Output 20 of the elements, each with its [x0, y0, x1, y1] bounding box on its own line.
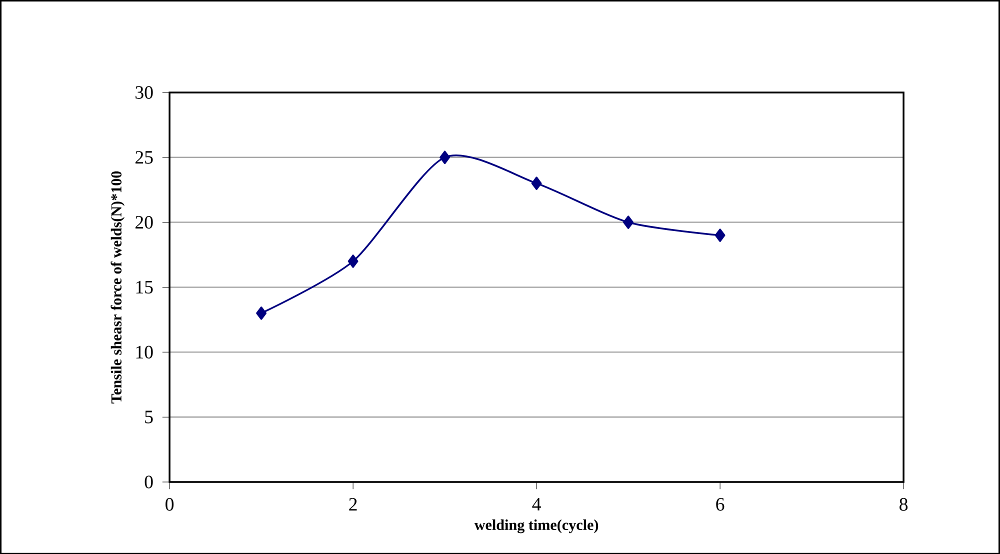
point: [531, 176, 542, 190]
x-tick-label: 4: [532, 498, 541, 510]
y-tick-label: 5: [145, 410, 153, 424]
y-tick-label: 15: [136, 280, 153, 294]
x-tick-label: 0: [166, 498, 174, 511]
point: [440, 150, 450, 164]
y-tick-label: 0: [144, 475, 153, 488]
y-axis-title: Tensile sheasr force of welds(N)*100: [110, 171, 125, 404]
x-tick-label: 6: [716, 498, 724, 510]
x-tick-label: 2: [349, 498, 357, 510]
x-axis-title: welding time(cycle): [474, 519, 598, 534]
point: [714, 228, 726, 242]
point: [623, 215, 634, 229]
y-tick-label: 25: [136, 150, 153, 164]
x-tick-label: 8: [900, 498, 908, 511]
y-tick-label: 30: [136, 86, 153, 99]
y-tick-label: 20: [136, 216, 153, 228]
point: [348, 254, 358, 268]
point: [256, 306, 267, 320]
y-tick-label: 10: [136, 346, 153, 358]
